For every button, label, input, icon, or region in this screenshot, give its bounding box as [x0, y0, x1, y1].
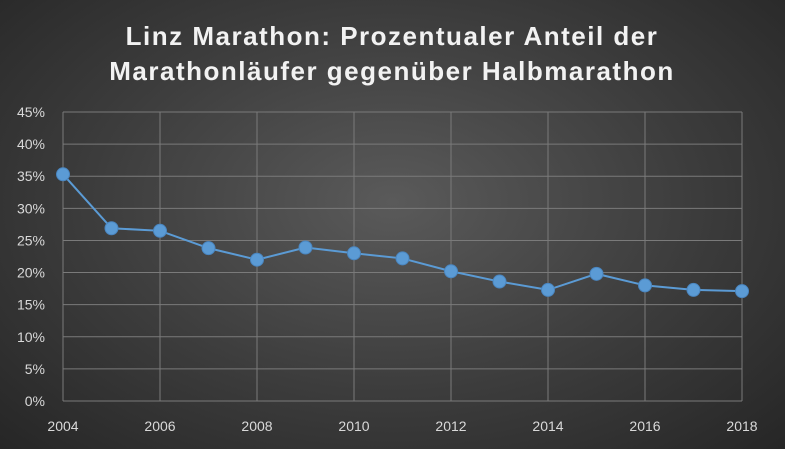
data-point-marker: [541, 282, 555, 297]
data-point-marker: [395, 251, 410, 266]
data-point-marker: [735, 284, 749, 299]
x-tick-label: 2016: [629, 418, 660, 434]
y-tick-label: 35%: [17, 168, 45, 184]
data-point-marker: [56, 167, 70, 182]
data-point-marker: [686, 282, 701, 297]
y-tick-label: 40%: [17, 136, 45, 152]
x-tick-label: 2012: [435, 418, 466, 434]
y-tick-label: 5%: [25, 361, 45, 377]
y-tick-label: 10%: [17, 329, 45, 345]
x-tick-label: 2018: [726, 418, 757, 434]
data-point-marker: [492, 274, 507, 289]
y-axis: 0% 5% 10% 15% 20% 25% 30% 35% 40% 45%: [17, 104, 45, 409]
x-tick-label: 2014: [532, 418, 563, 434]
chart-title-line-1: Linz Marathon: Prozentualer Anteil der: [126, 21, 659, 51]
data-point-marker: [589, 266, 604, 281]
y-tick-label: 25%: [17, 232, 45, 248]
y-tick-label: 20%: [17, 265, 45, 281]
y-tick-label: 0%: [25, 393, 45, 409]
data-point-marker: [104, 221, 119, 236]
x-tick-label: 2010: [338, 418, 369, 434]
x-tick-label: 2006: [144, 418, 175, 434]
data-point-marker: [347, 246, 361, 261]
x-tick-label: 2004: [47, 418, 78, 434]
x-axis: 2004 2006 2008 2010 2012 2014 2016 2018: [47, 418, 757, 434]
data-point-marker: [250, 252, 264, 267]
data-point-marker: [153, 223, 167, 238]
data-point-marker: [201, 241, 216, 256]
chart-title-line-2: Marathonläufer gegenüber Halbmarathon: [109, 56, 674, 86]
y-tick-label: 15%: [17, 297, 45, 313]
x-tick-label: 2008: [241, 418, 272, 434]
y-tick-label: 30%: [17, 200, 45, 216]
series: [56, 167, 749, 299]
data-point-marker: [638, 278, 652, 293]
data-point-marker: [444, 264, 458, 279]
data-point-marker: [298, 240, 313, 255]
y-tick-label: 45%: [17, 104, 45, 120]
